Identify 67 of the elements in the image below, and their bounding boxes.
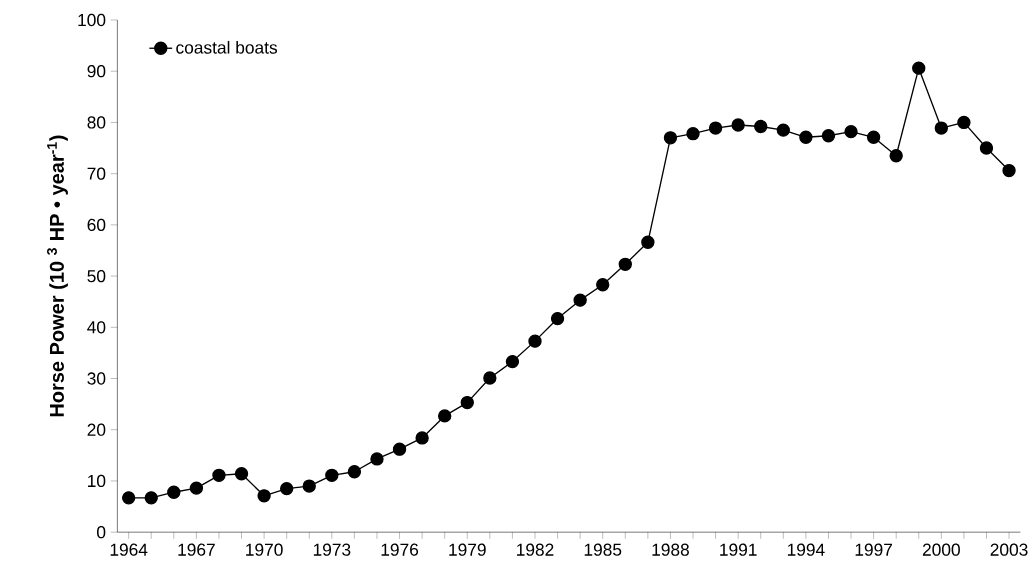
point bbox=[257, 489, 271, 503]
x-tick-label: 1979 bbox=[449, 543, 486, 557]
y-tick-label: 40 bbox=[87, 321, 106, 334]
point bbox=[505, 355, 520, 369]
point bbox=[212, 468, 226, 483]
point bbox=[957, 115, 971, 130]
point bbox=[889, 149, 903, 163]
x-tick-label: 1967 bbox=[178, 543, 215, 557]
point bbox=[234, 467, 249, 481]
point bbox=[347, 465, 362, 479]
point bbox=[641, 235, 655, 250]
y-tick-label: 60 bbox=[87, 218, 106, 232]
y-tick-label: 20 bbox=[87, 423, 106, 437]
point bbox=[302, 479, 316, 493]
point bbox=[799, 130, 813, 145]
x-tick-label: 1976 bbox=[381, 543, 419, 557]
point bbox=[844, 125, 858, 139]
y-tick-label: 10 bbox=[88, 475, 106, 488]
point bbox=[979, 141, 994, 155]
point bbox=[528, 334, 542, 349]
x-tick-label: 1994 bbox=[787, 543, 825, 557]
point bbox=[415, 431, 429, 445]
legend-label: coastal boats bbox=[176, 41, 278, 54]
point bbox=[731, 118, 745, 132]
y-tick-label: 90 bbox=[87, 65, 106, 78]
point bbox=[663, 131, 678, 145]
point bbox=[686, 127, 700, 141]
point bbox=[821, 129, 836, 143]
point bbox=[280, 482, 294, 496]
y-tick-label: 30 bbox=[87, 372, 106, 385]
point bbox=[144, 491, 158, 505]
point bbox=[370, 452, 384, 466]
x-tick-label: 1988 bbox=[652, 543, 689, 557]
point bbox=[392, 442, 407, 457]
point bbox=[934, 121, 948, 135]
point bbox=[573, 293, 587, 308]
x-tick-label: 2000 bbox=[922, 543, 960, 557]
point bbox=[121, 491, 136, 505]
point bbox=[912, 61, 926, 76]
point bbox=[776, 123, 790, 138]
point bbox=[438, 409, 452, 423]
y-tick-label: 100 bbox=[78, 14, 106, 27]
y-tick-label: 0 bbox=[97, 526, 106, 539]
y-tick-label: 50 bbox=[87, 270, 106, 283]
x-tick-label: 2003 bbox=[990, 543, 1028, 557]
x-tick-label: 1982 bbox=[517, 543, 554, 557]
y-tick-label: 80 bbox=[87, 116, 106, 129]
text: Horse Power (10 $^{3}$ HP • year$^{-1}$) bbox=[47, 135, 68, 417]
x-tick-label: 1997 bbox=[855, 543, 892, 557]
point bbox=[1002, 164, 1016, 178]
y-tick-label: 70 bbox=[87, 167, 106, 181]
point bbox=[754, 120, 768, 134]
point bbox=[618, 257, 632, 272]
x-tick-label: 1964 bbox=[110, 543, 148, 557]
point bbox=[325, 468, 339, 483]
x-tick-label: 1991 bbox=[720, 543, 757, 557]
point bbox=[866, 130, 881, 145]
point bbox=[167, 485, 181, 500]
point bbox=[550, 312, 565, 326]
point bbox=[483, 371, 497, 385]
point bbox=[708, 121, 723, 135]
x-tick-label: 1973 bbox=[313, 543, 351, 557]
point bbox=[460, 396, 474, 410]
x-tick-label: 1970 bbox=[246, 543, 283, 557]
point bbox=[189, 481, 204, 496]
point bbox=[596, 278, 610, 292]
x-tick-label: 1985 bbox=[584, 543, 622, 557]
